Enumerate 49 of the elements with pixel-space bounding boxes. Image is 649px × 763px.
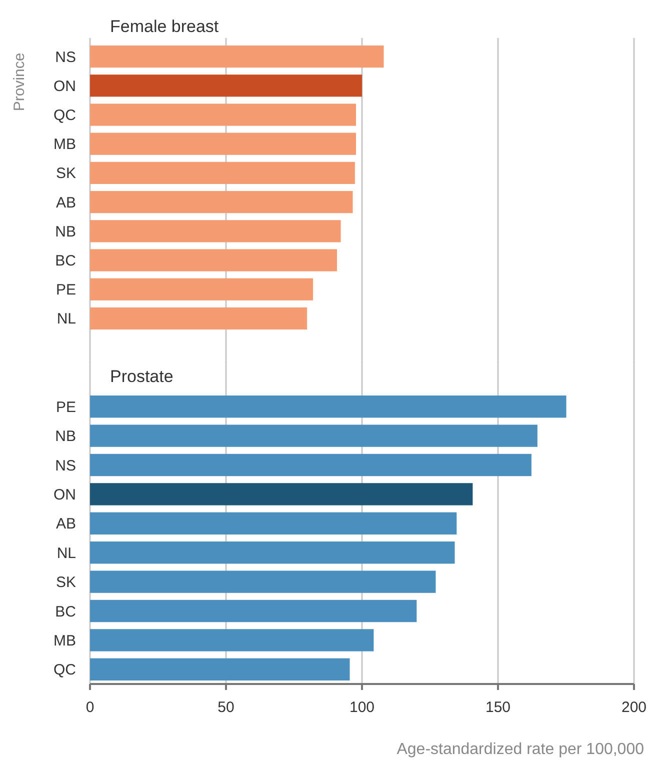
y-tick-label: NS xyxy=(55,457,76,474)
bar xyxy=(90,658,350,680)
y-tick-label: PE xyxy=(56,282,76,299)
y-tick-label: BC xyxy=(55,603,76,620)
y-tick-label: MB xyxy=(54,632,76,650)
y-tick-label: NB xyxy=(55,223,76,240)
y-tick-label: ON xyxy=(54,486,76,504)
bar xyxy=(90,512,457,534)
bar xyxy=(90,307,308,330)
x-tick-label: 0 xyxy=(86,699,94,716)
y-tick-label: MB xyxy=(54,136,76,154)
chart-title: Prostate xyxy=(110,367,174,386)
bar xyxy=(90,424,538,447)
y-axis-title: Province xyxy=(11,52,28,112)
y-tick-label: AB xyxy=(56,516,76,533)
bar xyxy=(90,278,314,300)
y-tick-label: AB xyxy=(56,194,76,212)
x-tick-label: 50 xyxy=(218,699,234,716)
y-tick-label: ON xyxy=(54,78,76,95)
y-tick-label: PE xyxy=(56,398,76,416)
y-tick-label: NB xyxy=(55,428,76,446)
chart-title: Female breast xyxy=(110,17,219,36)
y-tick-label: QC xyxy=(54,662,76,679)
x-axis-title: Age-standardized rate per 100,000 xyxy=(396,741,644,758)
bar xyxy=(90,132,356,155)
bar xyxy=(90,104,356,126)
y-tick-label: SK xyxy=(56,574,76,592)
bar xyxy=(90,220,341,242)
x-tick-label: 200 xyxy=(621,699,647,716)
y-tick-label: NL xyxy=(56,310,76,328)
bar xyxy=(90,162,355,184)
bar xyxy=(90,454,532,476)
bar xyxy=(90,190,353,214)
x-tick-label: 100 xyxy=(349,699,375,716)
y-tick-label: NL xyxy=(56,544,76,562)
bar xyxy=(90,45,384,68)
bar xyxy=(90,570,436,593)
bar xyxy=(90,600,417,622)
y-tick-label: SK xyxy=(56,165,76,182)
y-tick-label: QC xyxy=(54,107,76,124)
bar xyxy=(90,396,566,418)
bar xyxy=(90,542,455,564)
x-tick-label: 150 xyxy=(485,699,511,716)
bar xyxy=(90,74,362,97)
y-tick-label: NS xyxy=(55,48,76,66)
bar xyxy=(90,249,337,272)
bar xyxy=(90,483,473,506)
y-tick-label: BC xyxy=(55,252,76,270)
bar xyxy=(90,629,374,652)
